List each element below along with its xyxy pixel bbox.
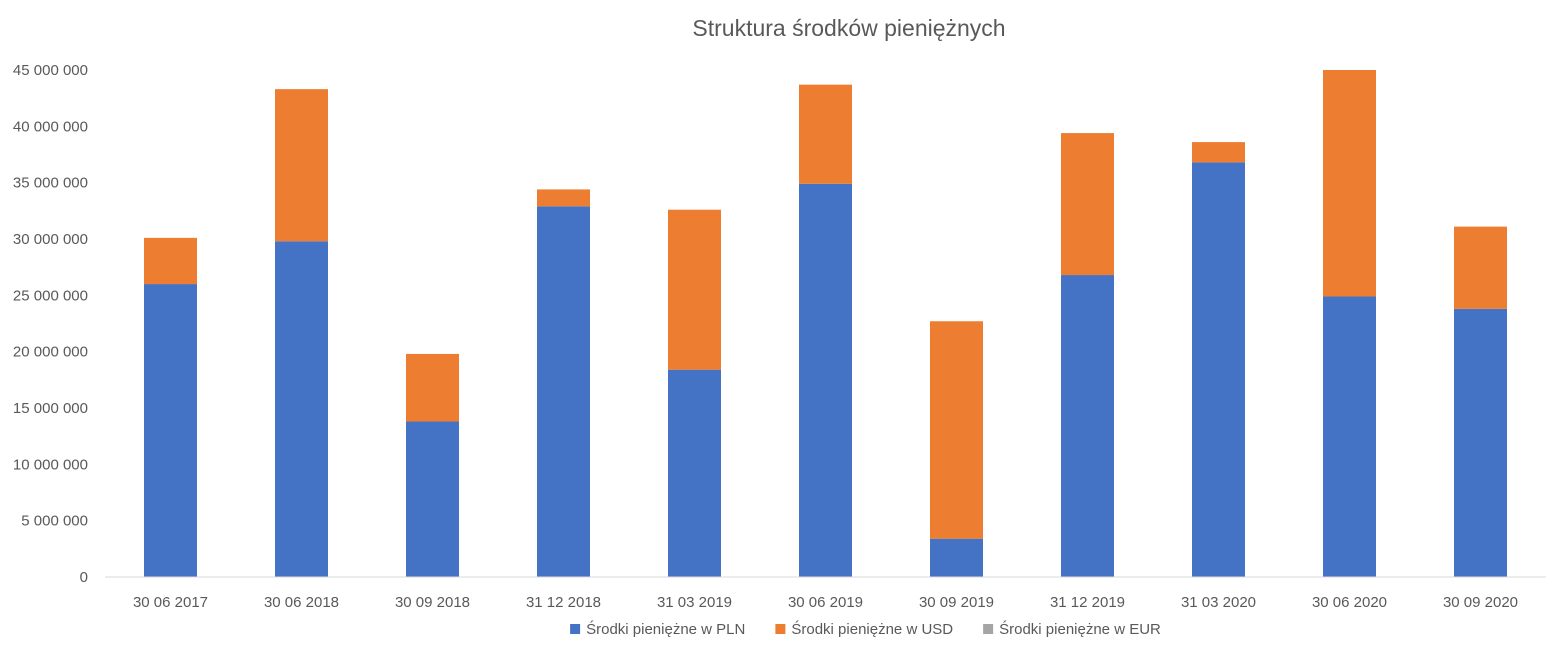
y-tick-label: 25 000 000 [13, 287, 88, 304]
y-tick-label: 10 000 000 [13, 456, 88, 473]
y-tick-label: 40 000 000 [13, 118, 88, 135]
legend-swatch [570, 624, 581, 634]
bar-segment [406, 421, 459, 577]
legend-item: Środki pieniężne w USD [775, 620, 953, 638]
legend-label: Środki pieniężne w USD [791, 620, 953, 638]
bar-segment [799, 183, 852, 577]
legend: Środki pieniężne w PLN Środki pieniężne w… [570, 620, 1161, 638]
bar-segment [144, 237, 197, 285]
legend-label: Środki pieniężne w PLN [586, 620, 745, 638]
bar-segment [537, 189, 590, 207]
bars-group [144, 70, 1507, 578]
bar-segment [930, 321, 983, 539]
y-tick-label: 5 000 000 [21, 513, 88, 530]
bar-segment [537, 206, 590, 577]
legend-swatch [775, 624, 786, 634]
y-tick-label: 15 000 000 [13, 400, 88, 417]
y-tick-label: 30 000 000 [13, 231, 88, 248]
chart-title: Struktura środków pieniężnych [692, 15, 1005, 41]
bar-segment [668, 369, 721, 577]
bar-segment [1323, 70, 1376, 297]
x-tick-label: 30 06 2019 [788, 594, 863, 611]
x-tick-label: 30 09 2019 [919, 594, 994, 611]
bar-segment [1061, 133, 1114, 276]
x-tick-label: 31 12 2018 [526, 594, 601, 611]
bar-segment [668, 209, 721, 370]
legend-swatch [983, 624, 994, 634]
x-axis: 30 06 2017 30 06 2018 30 09 2018 31 12 2018… [133, 594, 1518, 611]
bar-segment [275, 89, 328, 242]
bar-segment [1061, 275, 1114, 577]
y-tick-label: 0 [80, 569, 88, 586]
bar-segment [144, 284, 197, 577]
legend-item: Środki pieniężne w PLN [570, 620, 745, 638]
x-tick-label: 30 06 2018 [264, 594, 339, 611]
bar-segment [1192, 162, 1245, 578]
bar-segment [1454, 308, 1507, 577]
x-tick-label: 31 12 2019 [1050, 594, 1125, 611]
x-tick-label: 30 09 2018 [395, 594, 470, 611]
bar-segment [799, 84, 852, 184]
x-tick-label: 30 09 2020 [1443, 594, 1518, 611]
y-tick-label: 45 000 000 [13, 62, 88, 79]
y-tick-label: 35 000 000 [13, 175, 88, 192]
x-tick-label: 30 06 2017 [133, 594, 208, 611]
x-tick-label: 30 06 2020 [1312, 594, 1387, 611]
bar-segment [1323, 296, 1376, 577]
legend-label: Środki pieniężne w EUR [999, 620, 1161, 638]
legend-item: Środki pieniężne w EUR [983, 620, 1161, 638]
y-tick-label: 20 000 000 [13, 344, 88, 361]
x-tick-label: 31 03 2020 [1181, 594, 1256, 611]
bar-segment [1192, 142, 1245, 163]
bar-segment [275, 241, 328, 577]
bar-segment [930, 538, 983, 577]
bar-segment [406, 353, 459, 422]
y-axis: 0 5 000 000 10 000 000 15 000 000 20 000 000… [13, 62, 88, 586]
bar-segment [1454, 226, 1507, 309]
x-tick-label: 31 03 2019 [657, 594, 732, 611]
